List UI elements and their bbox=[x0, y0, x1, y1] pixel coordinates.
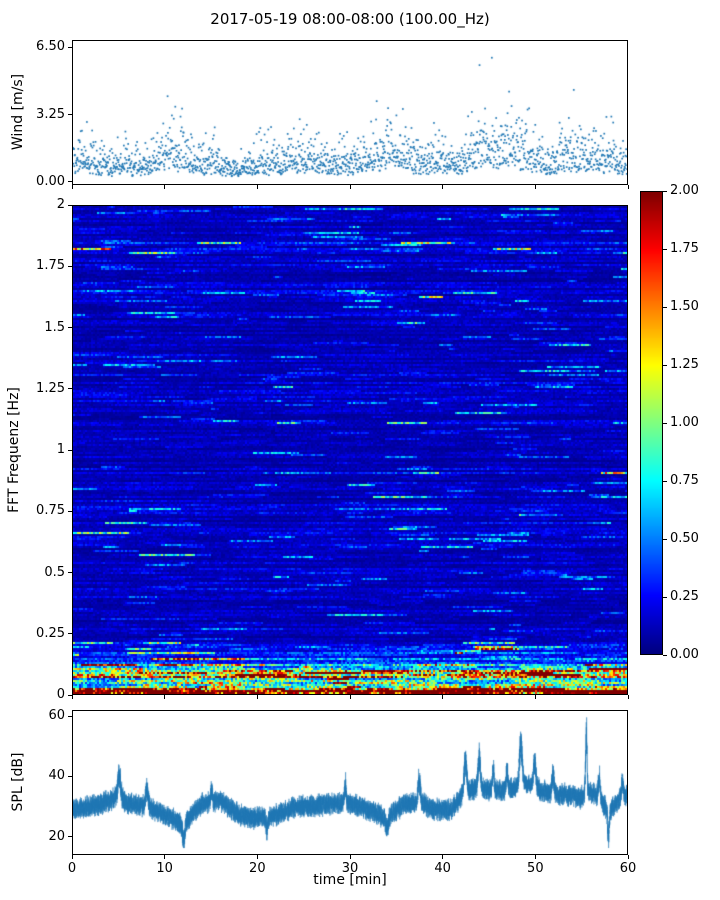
tick-mark bbox=[256, 185, 258, 189]
tick-mark bbox=[68, 510, 72, 512]
tick-label: 0.75 bbox=[36, 503, 65, 519]
tick-label: 2 bbox=[56, 197, 65, 212]
tick-label: 60 bbox=[48, 708, 65, 724]
tick-label: 1.25 bbox=[670, 357, 699, 372]
tick-label: 0 bbox=[56, 687, 65, 702]
wind-scatter-plot bbox=[72, 40, 628, 185]
tick-mark bbox=[68, 46, 72, 48]
tick-mark bbox=[68, 327, 72, 328]
tick-mark bbox=[349, 855, 351, 859]
tick-mark bbox=[349, 695, 351, 699]
tick-mark bbox=[68, 388, 72, 390]
tick-mark bbox=[71, 185, 73, 189]
tick-mark bbox=[68, 265, 72, 267]
tick-label: 20 bbox=[249, 861, 266, 876]
tick-mark bbox=[627, 695, 629, 699]
tick-label: 0.25 bbox=[670, 589, 699, 604]
tick-mark bbox=[256, 855, 258, 859]
tick-label: 0.50 bbox=[670, 531, 699, 546]
tick-mark bbox=[663, 538, 667, 540]
tick-mark bbox=[663, 480, 667, 482]
tick-mark bbox=[71, 855, 73, 859]
tick-label: 0.75 bbox=[670, 473, 699, 488]
tick-label: 10 bbox=[156, 861, 173, 876]
tick-label: 1.75 bbox=[36, 258, 65, 274]
tick-mark bbox=[68, 836, 72, 838]
tick-mark bbox=[349, 185, 351, 189]
tick-mark bbox=[68, 181, 72, 183]
tick-label: 60 bbox=[619, 861, 637, 876]
tick-label: 0.25 bbox=[36, 625, 65, 641]
tick-label: 1 bbox=[56, 442, 65, 457]
tick-mark bbox=[663, 248, 667, 250]
tick-mark bbox=[68, 694, 72, 696]
tick-mark bbox=[256, 695, 258, 699]
tick-mark bbox=[663, 422, 667, 424]
tick-mark bbox=[442, 855, 444, 859]
tick-mark bbox=[534, 695, 536, 699]
fft-spectrogram-plot bbox=[72, 205, 628, 695]
wind-scatter-canvas bbox=[73, 41, 627, 184]
colorbar-canvas bbox=[641, 192, 662, 654]
tick-mark bbox=[663, 596, 667, 598]
tick-label: 1.75 bbox=[670, 241, 699, 256]
tick-label: 20 bbox=[48, 828, 65, 844]
tick-mark bbox=[68, 775, 72, 777]
spl-line-plot bbox=[72, 710, 628, 855]
tick-mark bbox=[68, 204, 72, 206]
spl-line-canvas bbox=[73, 711, 627, 854]
tick-mark bbox=[663, 364, 667, 366]
tick-label: 0.5 bbox=[44, 564, 65, 580]
tick-label: 40 bbox=[434, 861, 451, 876]
tick-mark bbox=[68, 449, 72, 451]
tick-label: 0.00 bbox=[670, 647, 699, 662]
fft-spectrogram-canvas bbox=[73, 206, 627, 694]
tick-label: 1.00 bbox=[670, 415, 699, 430]
tick-mark bbox=[164, 855, 166, 859]
tick-mark bbox=[627, 185, 629, 189]
tick-mark bbox=[442, 185, 444, 189]
tick-label: 30 bbox=[341, 861, 359, 876]
tick-label: 50 bbox=[527, 861, 544, 876]
tick-label: 1.25 bbox=[36, 380, 65, 396]
tick-mark bbox=[164, 185, 166, 189]
tick-mark bbox=[663, 190, 667, 192]
tick-mark bbox=[534, 185, 536, 189]
tick-mark bbox=[534, 855, 536, 859]
tick-label: 1.50 bbox=[670, 299, 699, 314]
tick-mark bbox=[164, 695, 166, 699]
tick-mark bbox=[68, 633, 72, 635]
tick-label: 40 bbox=[48, 768, 65, 784]
tick-label: 6.50 bbox=[36, 39, 65, 55]
tick-label: 0.00 bbox=[36, 173, 65, 189]
figure-title: 2017-05-19 08:00-08:00 (100.00_Hz) bbox=[210, 10, 490, 28]
tick-label: 2.00 bbox=[670, 183, 699, 198]
tick-mark bbox=[68, 572, 72, 573]
tick-mark bbox=[627, 855, 629, 859]
tick-label: 3.25 bbox=[36, 106, 65, 122]
x-axis-label: time [min] bbox=[313, 872, 387, 888]
tick-label: 0 bbox=[67, 861, 77, 876]
tick-label: 1.5 bbox=[44, 319, 65, 335]
colorbar bbox=[640, 191, 663, 655]
tick-mark bbox=[68, 715, 72, 717]
tick-mark bbox=[442, 695, 444, 699]
tick-mark bbox=[71, 695, 73, 699]
tick-mark bbox=[68, 114, 72, 116]
tick-mark bbox=[663, 306, 667, 308]
tick-mark bbox=[663, 654, 667, 656]
